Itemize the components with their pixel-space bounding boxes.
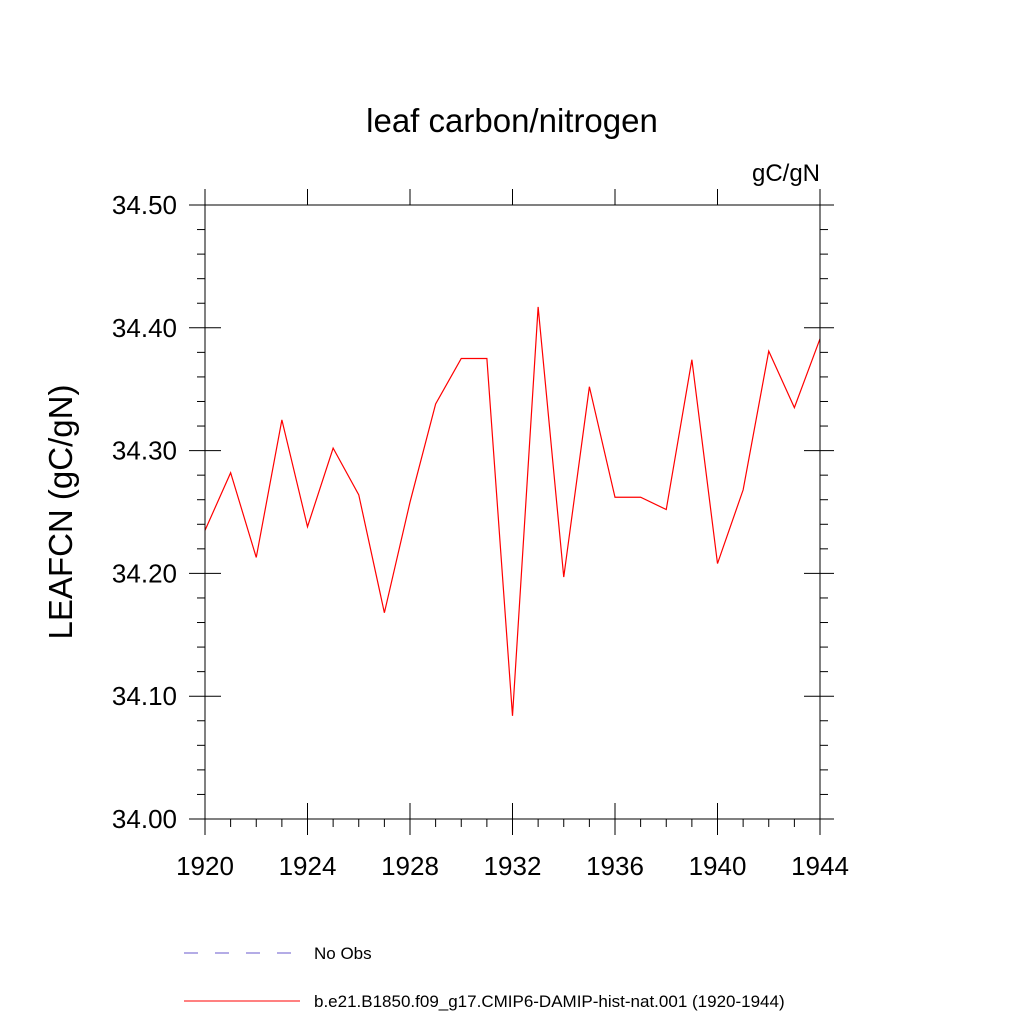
series-line [204,306,821,716]
y-axis-label: LEAFCN (gC/gN) [42,385,79,640]
tick-labels: 1920 1924 1928 1932 1936 1940 1944 34.00 34.10 34… [112,190,849,881]
axis-ticks [189,189,834,835]
chart-title: leaf carbon/nitrogen [366,102,658,139]
plot-frame [204,204,821,820]
y-tick-label: 34.00 [112,804,177,834]
x-tick-label: 1936 [586,851,644,881]
x-tick-label: 1924 [279,851,337,881]
legend: No Obs b.e21.B1850.f09_g17.CMIP6-DAMIP-hi… [184,944,785,1011]
x-tick-label: 1920 [176,851,234,881]
x-tick-label: 1940 [689,851,747,881]
units-label: gC/gN [752,160,820,187]
y-tick-label: 34.50 [112,190,177,220]
series-layer [204,306,821,716]
x-tick-label: 1944 [791,851,849,881]
y-tick-label: 34.40 [112,313,177,343]
legend-label: b.e21.B1850.f09_g17.CMIP6-DAMIP-hist-nat… [314,992,785,1011]
x-tick-label: 1932 [484,851,542,881]
x-tick-label: 1928 [381,851,439,881]
y-tick-label: 34.10 [112,681,177,711]
y-tick-label: 34.30 [112,436,177,466]
legend-label: No Obs [314,944,372,963]
y-tick-label: 34.20 [112,558,177,588]
